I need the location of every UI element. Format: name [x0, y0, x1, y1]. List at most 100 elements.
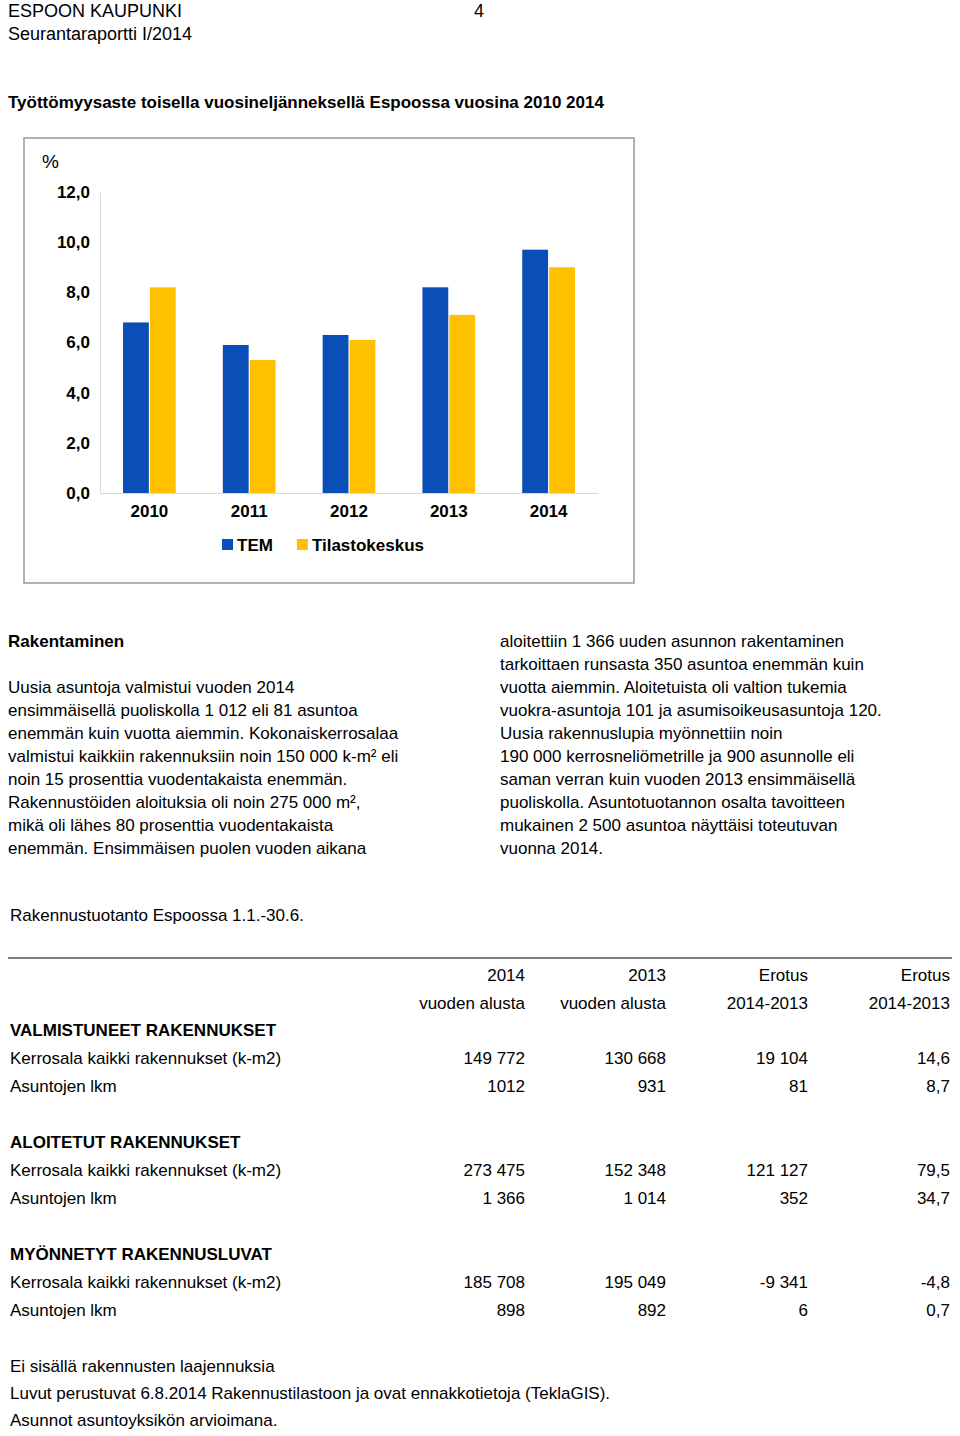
x-axis-line — [101, 493, 599, 494]
legend-swatch — [222, 539, 233, 550]
table-cell: 152 348 — [605, 1161, 666, 1180]
bar — [422, 287, 448, 493]
paragraph-line: enemmän kuin vuotta aiemmin. Kokonaisker… — [8, 724, 399, 743]
paragraph-line: aloitettiin 1 366 uuden asunnon rakentam… — [500, 632, 844, 651]
table-section-title: ALOITETUT RAKENNUKSET — [10, 1133, 241, 1152]
bars — [123, 250, 575, 493]
table-cell: 149 772 — [464, 1049, 525, 1068]
table-row-label: Kerrosala kaikki rakennukset (k-m2) — [10, 1161, 281, 1180]
y-tick: 0,0 — [66, 484, 100, 503]
paragraph-line: mikä oli lähes 80 prosenttia vuodentakai… — [8, 816, 334, 835]
paragraph-line: vuonna 2014. — [500, 839, 603, 858]
y-tick: 10,0 — [57, 233, 100, 252]
bar — [323, 335, 349, 493]
paragraph-line: Uusia asuntoja valmistui vuoden 2014 — [8, 678, 294, 697]
paragraph-line: valmistui kaikkiin rakennuksiin noin 150… — [8, 747, 398, 766]
x-tick: 2014 — [530, 493, 568, 521]
x-tick: 2013 — [430, 493, 468, 521]
y-tick-label: 2,0 — [66, 434, 90, 453]
paragraph-line: mukainen 2 500 asuntoa näyttäisi toteutu… — [500, 816, 837, 835]
y-tick-label: 10,0 — [57, 233, 90, 252]
y-tick-label: 0,0 — [66, 484, 90, 503]
bar — [150, 287, 176, 493]
table-cell: -9 341 — [760, 1273, 808, 1292]
table-cell: 19 104 — [756, 1049, 808, 1068]
bar — [350, 340, 376, 493]
header-report: Seurantaraportti I/2014 — [8, 24, 192, 44]
paragraph-line: vuokra-asuntoja 101 ja asumisoikeusasunt… — [500, 701, 882, 720]
y-tick: 4,0 — [66, 384, 100, 403]
legend: TEM Tilastokeskus — [222, 536, 424, 555]
table-cell: 1 014 — [623, 1189, 666, 1208]
table-cell: 14,6 — [917, 1049, 950, 1068]
table-cell: 195 049 — [605, 1273, 666, 1292]
bar — [449, 315, 475, 493]
paragraph-line: 190 000 kerrosneliömetrille ja 900 asunn… — [500, 747, 854, 766]
paragraph-line: tarkoittaen runsasta 350 asuntoa enemmän… — [500, 655, 864, 674]
legend-swatch — [297, 539, 308, 550]
paragraph-line: noin 15 prosenttia vuodentakaista enemmä… — [8, 770, 347, 789]
y-tick-label: 8,0 — [66, 283, 90, 302]
table-header-cell: 2014 — [487, 966, 525, 985]
table-row-label: Kerrosala kaikki rakennukset (k-m2) — [10, 1049, 281, 1068]
x-tick: 2010 — [130, 493, 168, 521]
bar — [522, 250, 548, 493]
y-tick-label: 12,0 — [57, 183, 90, 202]
table-rule — [8, 958, 952, 959]
table-row-label: Asuntojen lkm — [10, 1189, 117, 1208]
paragraph-line: Rakennustöiden aloituksia oli noin 275 0… — [8, 793, 361, 812]
table-cell: 931 — [638, 1077, 666, 1096]
section-heading: Rakentaminen — [8, 632, 124, 651]
paragraph-line: ensimmäisellä puoliskolla 1 012 eli 81 a… — [8, 701, 358, 720]
table-section-title: VALMISTUNEET RAKENNUKSET — [10, 1021, 277, 1040]
page-number: 4 — [474, 1, 484, 21]
bar — [223, 345, 249, 493]
table-row-label: Kerrosala kaikki rakennukset (k-m2) — [10, 1273, 281, 1292]
paragraph-line: vuotta aiemmin. Aloitetuista oli valtion… — [500, 678, 847, 697]
y-tick: 6,0 — [66, 333, 100, 352]
table-header-cell: vuoden alusta — [560, 994, 666, 1013]
table-cell: 6 — [799, 1301, 808, 1320]
table-cell: 892 — [638, 1301, 666, 1320]
table-header-cell: Erotus — [901, 966, 950, 985]
table-cell: 1012 — [487, 1077, 525, 1096]
series — [123, 250, 548, 493]
table-cell: 34,7 — [917, 1189, 950, 1208]
y-axis-line — [100, 193, 101, 494]
paragraph-line: enemmän. Ensimmäisen puolen vuoden aikan… — [8, 839, 367, 858]
chart-frame — [24, 138, 634, 583]
paragraph-line: Uusia rakennuslupia myönnettiin noin — [500, 724, 783, 743]
table-cell: 79,5 — [917, 1161, 950, 1180]
bar — [250, 360, 276, 493]
table-cell: 130 668 — [605, 1049, 666, 1068]
table-note: Luvut perustuvat 6.8.2014 Rakennustilast… — [10, 1384, 610, 1403]
table-cell: -4,8 — [921, 1273, 950, 1292]
table-cell: 8,7 — [926, 1077, 950, 1096]
y-tick: 2,0 — [66, 434, 100, 453]
y-axis-label: % — [42, 151, 59, 172]
table-section-title: MYÖNNETYT RAKENNUSLUVAT — [10, 1245, 273, 1264]
page: ESPOON KAUPUNKI4Seurantaraportti I/2014T… — [0, 0, 960, 1436]
table-cell: 121 127 — [747, 1161, 808, 1180]
paragraph-line: puoliskolla. Asuntotuotannon osalta tavo… — [500, 793, 845, 812]
y-tick-label: 6,0 — [66, 333, 90, 352]
bar — [549, 267, 575, 493]
x-tick-label: 2014 — [530, 502, 568, 521]
x-tick: 2011 — [231, 493, 268, 521]
x-tick-label: 2012 — [330, 502, 368, 521]
x-tick-label: 2013 — [430, 502, 468, 521]
chart: 0,0 2,0 4,0 6,0 8,0 10,0 12,0% 2010 2011 2012 2013… — [42, 151, 599, 555]
legend-label: Tilastokeskus — [312, 536, 424, 555]
legend-label: TEM — [237, 536, 273, 555]
table-cell: 0,7 — [926, 1301, 950, 1320]
table-cell: 898 — [497, 1301, 525, 1320]
table-cell: 81 — [789, 1077, 808, 1096]
table-header-cell: vuoden alusta — [419, 994, 525, 1013]
table-note: Ei sisällä rakennusten laajennuksia — [10, 1357, 275, 1376]
table-header-cell: 2014-2013 — [869, 994, 950, 1013]
table-cell: 273 475 — [464, 1161, 525, 1180]
x-tick: 2012 — [330, 493, 368, 521]
table-header-cell: Erotus — [759, 966, 808, 985]
y-tick: 12,0 — [57, 183, 100, 202]
table-title: Rakennustuotanto Espoossa 1.1.-30.6. — [10, 906, 304, 925]
